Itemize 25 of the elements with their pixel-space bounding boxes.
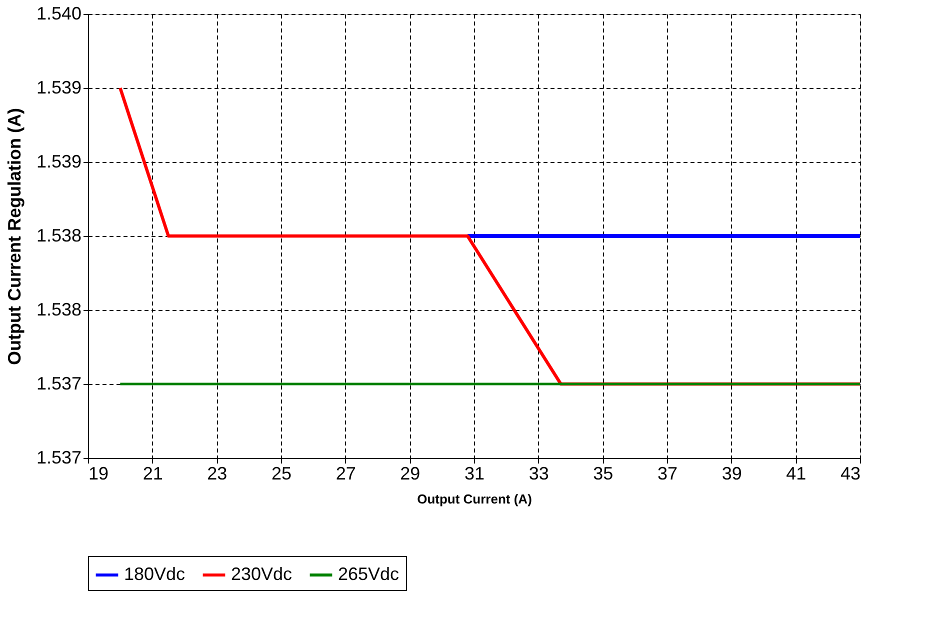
x-tick-label: 31 bbox=[464, 464, 485, 484]
x-tick-label: 25 bbox=[271, 464, 292, 484]
x-tick-label: 33 bbox=[528, 464, 549, 484]
x-tick-label: 43 bbox=[840, 464, 860, 484]
y-tick-label: 1.539 bbox=[36, 152, 82, 172]
legend-label: 230Vdc bbox=[231, 564, 292, 584]
x-tick-label: 21 bbox=[142, 464, 163, 484]
x-tick-label: 35 bbox=[593, 464, 614, 484]
legend-label: 180Vdc bbox=[124, 564, 186, 584]
y-tick-label: 1.539 bbox=[36, 78, 82, 98]
x-tick-label: 27 bbox=[336, 464, 356, 484]
x-tick-label: 23 bbox=[207, 464, 228, 484]
legend-label: 265Vdc bbox=[338, 564, 400, 584]
x-tick-label: 39 bbox=[722, 464, 742, 484]
y-tick-label: 1.538 bbox=[36, 300, 82, 320]
y-tick-label: 1.538 bbox=[36, 226, 82, 246]
y-tick-label: 1.537 bbox=[36, 448, 82, 468]
x-tick-label: 29 bbox=[400, 464, 420, 484]
x-tick-label: 19 bbox=[88, 464, 109, 484]
y-tick-label: 1.540 bbox=[36, 4, 82, 24]
x-tick-label: 37 bbox=[657, 464, 678, 484]
y-axis-title: Output Current Regulation (A) bbox=[4, 108, 24, 365]
x-tick-label: 41 bbox=[786, 464, 806, 484]
y-tick-label: 1.537 bbox=[36, 374, 82, 394]
x-axis-title: Output Current (A) bbox=[417, 492, 532, 506]
